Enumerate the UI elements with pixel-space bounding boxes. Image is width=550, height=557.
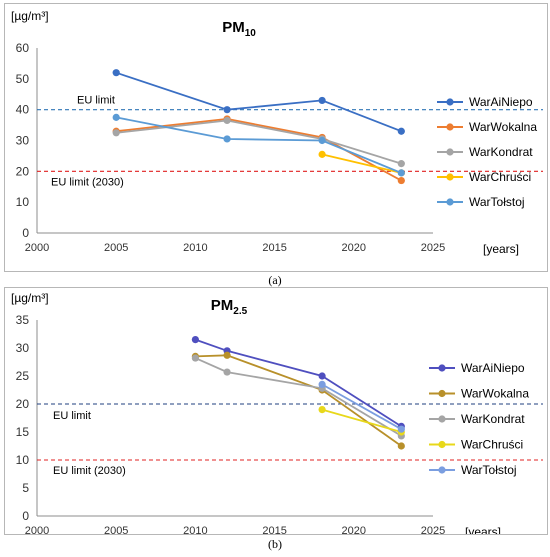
y-tick-label: 0: [22, 509, 29, 523]
series-line: [321, 153, 402, 174]
data-point: [397, 442, 405, 450]
data-point: [397, 127, 405, 135]
legend-marker: [438, 440, 446, 449]
series-line: [321, 383, 402, 430]
legend-label: WarAiNiepo: [469, 95, 533, 109]
legend-marker: [438, 364, 446, 372]
series-line: [195, 354, 402, 447]
y-tick-label: 40: [16, 103, 30, 117]
data-point: [223, 351, 231, 359]
legend-label: WarTołstoj: [469, 195, 525, 209]
y-tick-label: 10: [16, 453, 30, 467]
x-tick-label: 2010: [183, 242, 207, 254]
legend-marker: [438, 389, 446, 398]
data-point: [318, 150, 326, 158]
reference-line-label: EU limit (2030): [53, 465, 126, 477]
data-point: [191, 354, 199, 362]
legend-label: WarChruści: [469, 170, 531, 184]
series-line: [116, 119, 402, 165]
chart-panel-pm10: 0 10 20 30 40 50 60 2000 2005 2010 2015 2020 2025 [µg…: [4, 3, 548, 272]
series-line: [195, 338, 402, 428]
chart-title-main: PM: [211, 297, 234, 314]
chart-title: PM10: [222, 19, 256, 39]
data-point: [223, 106, 231, 114]
legend-marker: [438, 415, 446, 423]
legend-marker: [446, 123, 454, 131]
y-tick-label: 0: [22, 226, 29, 240]
data-point: [191, 336, 199, 344]
x-axis-label: [years]: [465, 525, 501, 534]
reference-line-label: EU limit (2030): [51, 176, 124, 188]
series-line: [195, 357, 402, 437]
y-tick-label: 50: [16, 72, 30, 86]
legend-label: WarChruści: [461, 438, 523, 452]
data-point: [318, 372, 326, 380]
x-tick-label: 2015: [262, 525, 286, 534]
series-line: [116, 116, 402, 174]
data-point: [318, 380, 326, 388]
y-tick-label: 30: [16, 134, 30, 148]
chart-title-main: PM: [222, 19, 245, 36]
series-line: [115, 71, 402, 133]
legend-marker: [446, 148, 454, 156]
chart-panel-pm25: 0 5 10 15 20 25 30 35 2000 2005 2010 2015 2020 2025 [µ…: [4, 287, 548, 535]
y-tick-label: 20: [16, 164, 30, 178]
x-tick-label: 2025: [421, 525, 445, 534]
x-tick-label: 2025: [421, 242, 445, 254]
data-point: [112, 69, 120, 77]
legend-marker: [438, 466, 446, 474]
x-tick-label: 2010: [183, 525, 207, 534]
y-tick-label: 60: [16, 41, 30, 55]
legend-label: WarKondrat: [461, 412, 525, 426]
y-tick-label: 15: [16, 425, 30, 439]
y-tick-label: 35: [16, 313, 30, 327]
x-tick-label: 2015: [262, 242, 286, 254]
data-point: [397, 176, 405, 185]
data-point: [223, 116, 231, 125]
legend-marker: [446, 173, 454, 181]
y-tick-label: 10: [16, 195, 30, 209]
y-tick-label: 30: [16, 341, 30, 355]
reference-line-label: EU limit: [53, 410, 91, 422]
data-point: [112, 129, 120, 137]
y-unit-label: [µg/m³]: [11, 291, 49, 305]
data-point: [223, 135, 231, 143]
data-point: [112, 113, 120, 121]
figure-caption-b: (b): [268, 537, 282, 551]
x-tick-label: 2020: [342, 525, 366, 534]
y-tick-label: 5: [22, 481, 29, 495]
series-line: [116, 117, 402, 182]
data-point: [397, 425, 405, 433]
pm10-line-chart: 0 10 20 30 40 50 60 2000 2005 2010 2015 2020 2025 [µg…: [11, 9, 543, 256]
figure-caption-a: (a): [268, 273, 282, 287]
x-tick-label: 2020: [342, 242, 366, 254]
legend-label: WarTołstoj: [461, 463, 517, 477]
chart-title: PM2.5: [211, 297, 248, 317]
y-unit-label: [µg/m³]: [11, 9, 49, 23]
reference-line-label: EU limit: [77, 95, 115, 107]
chart-title-subscript: 10: [245, 28, 257, 39]
data-point: [318, 136, 326, 145]
data-point: [318, 406, 326, 414]
legend-marker: [446, 198, 454, 206]
x-tick-label: 2000: [25, 242, 49, 254]
x-tick-label: 2000: [25, 525, 49, 534]
series-line: [321, 408, 402, 433]
legend-label: WarAiNiepo: [461, 361, 525, 375]
legend-label: WarWokalna: [461, 387, 529, 401]
legend-marker: [446, 98, 454, 106]
data-point: [397, 160, 405, 168]
y-tick-label: 20: [16, 397, 30, 411]
data-point: [397, 169, 405, 177]
legend-label: WarKondrat: [469, 145, 533, 159]
chart-title-subscript: 2.5: [233, 306, 247, 317]
x-tick-label: 2005: [104, 242, 128, 254]
x-axis-label: [years]: [483, 242, 519, 256]
x-tick-label: 2005: [104, 525, 128, 534]
data-point: [223, 368, 231, 376]
data-point: [318, 96, 326, 105]
y-tick-label: 25: [16, 369, 30, 383]
legend-label: WarWokalna: [469, 120, 537, 134]
